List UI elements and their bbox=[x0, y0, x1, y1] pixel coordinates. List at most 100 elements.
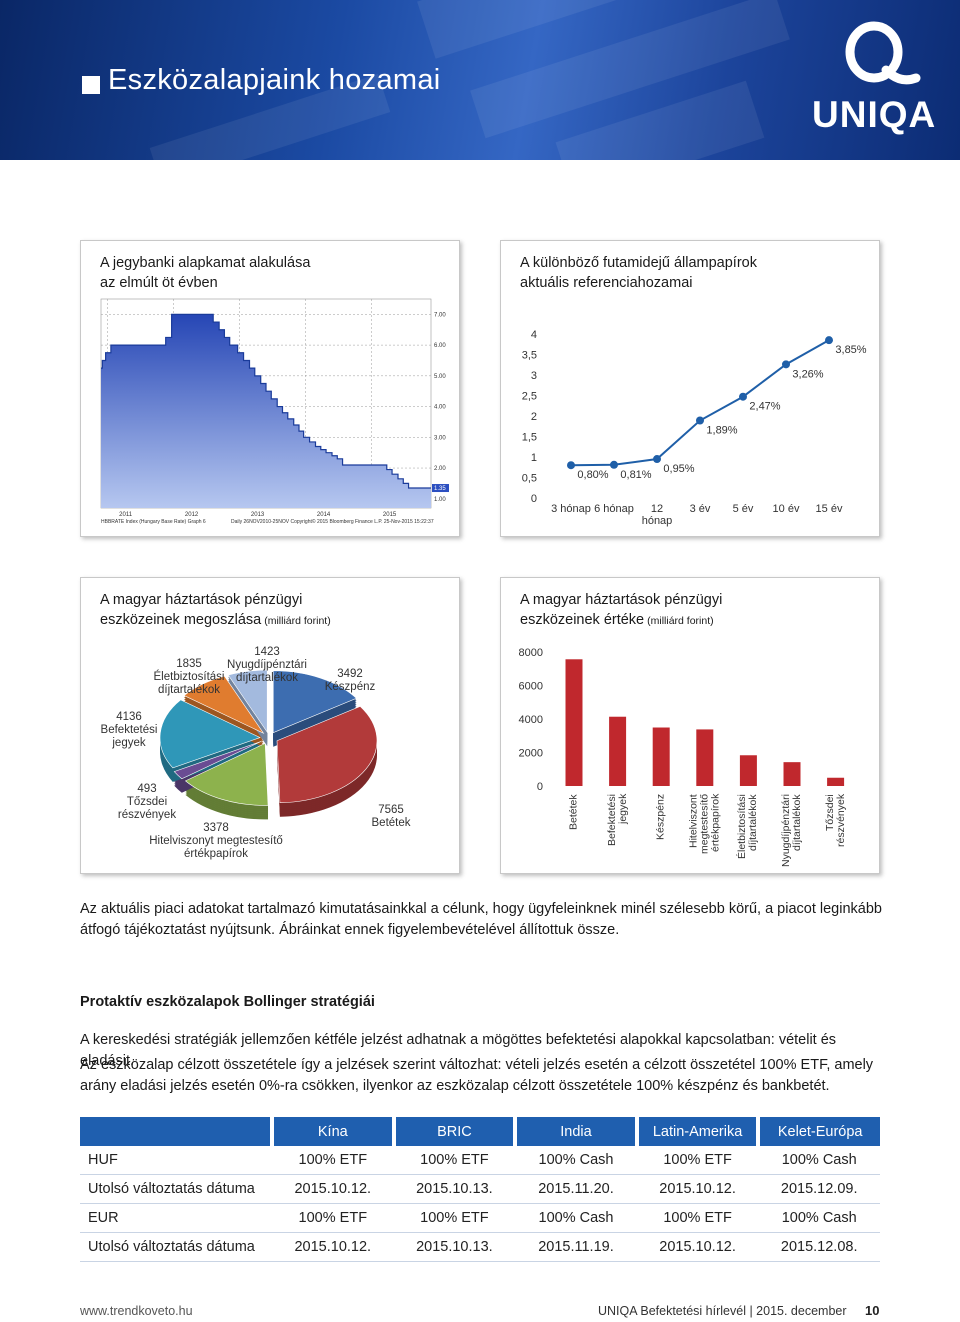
table-cell: 2015.12.09. bbox=[758, 1174, 880, 1204]
table-cell: 100% ETF bbox=[636, 1146, 759, 1175]
table-cell: 2015.12.08. bbox=[758, 1232, 880, 1262]
x-tick-label: 2015 bbox=[383, 512, 397, 518]
x-tick-label: 2013 bbox=[251, 512, 265, 518]
x-tick-label: Betétek bbox=[567, 794, 580, 830]
pie-label: 1423 Nyugdíjpénztári díjtartalékok bbox=[221, 646, 313, 685]
pie-slice bbox=[184, 742, 269, 806]
footer-publication: UNIQA Befektetési hírlevél | 2015. decem… bbox=[598, 1304, 847, 1318]
strategy-table: Kína BRIC India Latin-Amerika Kelet-Európa H… bbox=[80, 1117, 880, 1262]
table-cell: 100% Cash bbox=[758, 1203, 880, 1233]
area bbox=[101, 314, 431, 508]
bar bbox=[565, 659, 583, 786]
data-label: 0,80% bbox=[577, 469, 608, 481]
header-cell: Latin-Amerika bbox=[634, 1117, 759, 1146]
header-cell: India bbox=[513, 1117, 637, 1146]
bar bbox=[827, 777, 845, 786]
x-tick-label: 5 év bbox=[732, 503, 754, 515]
point bbox=[610, 460, 618, 469]
chart-title: A magyar háztartások pénzügyi eszközeine… bbox=[520, 592, 723, 628]
table-cell: 100% ETF bbox=[272, 1146, 394, 1175]
data-label: 2,47% bbox=[749, 401, 780, 413]
table-cell: 100% ETF bbox=[272, 1203, 394, 1233]
y-tick-label: 3.00 bbox=[434, 435, 446, 441]
pie-slice bbox=[227, 669, 268, 734]
bar bbox=[739, 755, 757, 786]
pie-slice bbox=[159, 699, 261, 769]
x-tick-label: Tőzsdei részvények bbox=[823, 794, 847, 848]
x-tick-label: 2014 bbox=[317, 512, 331, 518]
table-cell: Utolsó változtatás dátuma bbox=[80, 1232, 272, 1262]
y-tick-label: 4000 bbox=[519, 714, 543, 726]
pie-category-label: Betétek bbox=[371, 817, 411, 829]
header-cell bbox=[80, 1117, 272, 1146]
bar bbox=[609, 716, 627, 786]
chart-title: A különböző futamidejű állampapírok aktu… bbox=[520, 255, 757, 291]
table-cell: 2015.10.12. bbox=[636, 1174, 759, 1204]
data-label: 0,81% bbox=[620, 469, 651, 481]
step-line bbox=[101, 313, 431, 489]
y-tick-label: 0,5 bbox=[522, 473, 537, 485]
chart-note: HBBRATE Index (Hungary Base Rate) Graph … bbox=[101, 519, 206, 525]
table-cell: 2015.10.12. bbox=[272, 1174, 394, 1204]
data-label: 3,85% bbox=[835, 344, 866, 356]
table-cell: 100% Cash bbox=[515, 1203, 637, 1233]
title-bullet bbox=[82, 76, 100, 94]
y-tick-label: 0 bbox=[537, 781, 543, 793]
chart-subtitle: (milliárd forint) bbox=[264, 615, 331, 627]
table-cell: Utolsó változtatás dátuma bbox=[80, 1174, 272, 1204]
pie-label: 1835 Életbiztosítási díjtartalékok bbox=[149, 658, 229, 697]
bar bbox=[696, 729, 714, 786]
y-tick-label: 2 bbox=[531, 411, 537, 423]
y-tick-label: 5.00 bbox=[434, 374, 446, 380]
header-cell: Kelet-Európa bbox=[756, 1117, 880, 1146]
x-tick-label: 12 hónap bbox=[641, 503, 673, 527]
table-header: Kína BRIC India Latin-Amerika Kelet-Európa bbox=[80, 1117, 880, 1146]
pie-category-label: Életbiztosítási díjtartalékok bbox=[153, 671, 225, 696]
y-tick-label: 4.00 bbox=[434, 405, 446, 411]
y-tick-label: 4 bbox=[531, 329, 537, 341]
header-cell: Kína bbox=[270, 1117, 394, 1146]
table-body: HUF 100% ETF 100% ETF 100% Cash 100% ETF 100%… bbox=[80, 1146, 880, 1262]
x-tick-label: 15 év bbox=[815, 503, 843, 515]
pie-value-label: 1835 bbox=[176, 658, 202, 670]
chart: 0 0,5 1 1,5 2 2,5 3 3,5 4 0,80% 0,81% 0,95% 1,89% 2,4… bbox=[522, 329, 867, 505]
banner bbox=[0, 0, 960, 160]
last-value-label: 1.35 bbox=[434, 486, 446, 492]
pie-value-label: 3378 bbox=[203, 822, 229, 834]
chart-title: A jegybanki alapkamat alakulása az elmúl… bbox=[100, 255, 311, 291]
logo: UNIQA bbox=[812, 94, 937, 135]
y-tick-label: 1.00 bbox=[434, 497, 446, 503]
table-row: HUF 100% ETF 100% ETF 100% Cash 100% ETF 100%… bbox=[80, 1146, 880, 1175]
table-cell: 100% Cash bbox=[758, 1146, 880, 1175]
x-tick-label: Hitelviszont megtestesítő értékpapírok bbox=[687, 794, 722, 855]
pie-value-label: 3492 bbox=[337, 668, 363, 680]
pie-category-label: Hitelviszonyt megtestesítő értékpapírok bbox=[149, 835, 283, 860]
chart-subtitle: (milliárd forint) bbox=[647, 615, 714, 627]
point bbox=[739, 392, 747, 401]
pie-label: 493 Tőzsdei részvények bbox=[111, 783, 183, 822]
point bbox=[825, 336, 833, 345]
header-cell: BRIC bbox=[391, 1117, 516, 1146]
pie-label: 3378 Hitelviszonyt megtestesítő értékpapí… bbox=[141, 822, 291, 861]
pie-label: 4136 Befektetési jegyek bbox=[93, 711, 165, 750]
y-tick-label: 1,5 bbox=[522, 432, 537, 444]
paragraph: Az eszközalap célzott összetétele így a … bbox=[80, 1057, 874, 1094]
chart-title: A magyar háztartások pénzügyi eszközeine… bbox=[100, 592, 303, 628]
y-tick-label: 6.00 bbox=[434, 343, 446, 349]
intro-text: Az aktuális piaci adatokat tartalmazó ki… bbox=[80, 901, 882, 938]
page-title: Eszközalapjaink hozamai bbox=[108, 64, 441, 96]
x-tick-label: 3 év bbox=[689, 503, 711, 515]
point bbox=[653, 455, 661, 464]
pie-category-label: Befektetési jegyek bbox=[100, 724, 158, 749]
pie-slice bbox=[276, 706, 378, 804]
y-tick-label: 0 bbox=[531, 493, 537, 505]
logo-mark bbox=[845, 21, 921, 85]
pie-value-label: 4136 bbox=[116, 711, 142, 723]
table-cell: 2015.10.12. bbox=[272, 1232, 394, 1262]
y-tick-label: 7.00 bbox=[434, 312, 446, 318]
table-cell: 100% Cash bbox=[515, 1146, 637, 1175]
pie-category-label: Nyugdíjpénztári díjtartalékok bbox=[227, 659, 307, 684]
chart-panel: A magyar háztartások pénzügyi eszközeine… bbox=[500, 577, 880, 874]
table-cell: 2015.10.13. bbox=[393, 1174, 516, 1204]
